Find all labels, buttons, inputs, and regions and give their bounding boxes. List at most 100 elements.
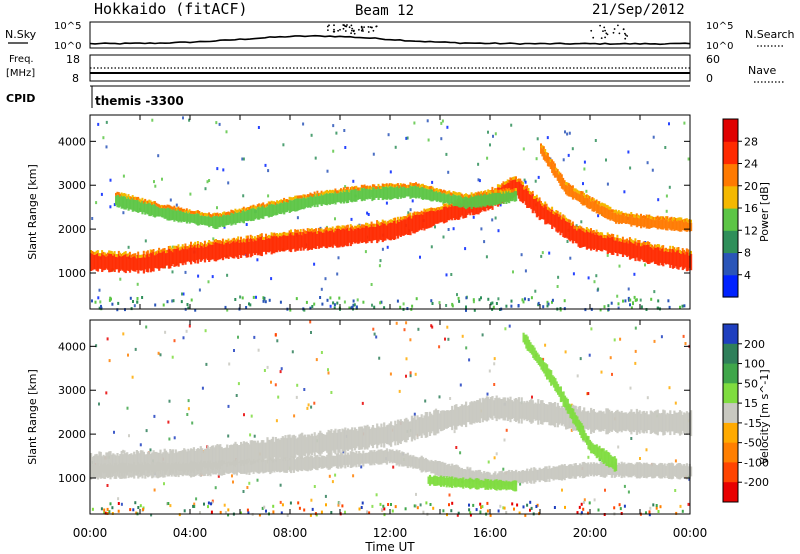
echo-fringe [102, 251, 105, 255]
echo-band-late [567, 186, 570, 197]
echo-band-low [446, 464, 450, 478]
echo-band-main [135, 450, 138, 476]
echo-band-main [631, 243, 634, 258]
echo-speckle [198, 288, 201, 292]
nsearch-dot [361, 28, 364, 31]
echo-band-late [584, 198, 587, 206]
echo-band-low [263, 459, 266, 473]
near-range-echo [667, 299, 670, 303]
beam-label: Beam 12 [355, 3, 414, 19]
echo-band-main [249, 440, 252, 465]
echo-band-low [573, 463, 576, 479]
echo-fringe [573, 225, 576, 229]
echo-band-low [580, 464, 583, 476]
echo-band-low [146, 463, 150, 478]
echo-band-low [196, 463, 200, 475]
echo-fringe [423, 185, 426, 189]
echo-fringe [292, 197, 295, 200]
echo-fringe [567, 183, 570, 187]
echo-fringe [685, 218, 688, 222]
echo-band-main [244, 242, 247, 255]
echo-band-low [267, 459, 270, 473]
echo-speckle [520, 253, 523, 257]
echo-fringe [117, 250, 120, 254]
nsearch-dot [353, 32, 356, 35]
echo-band-main [267, 439, 270, 461]
echo-speckle [668, 122, 670, 126]
echo-band-upper [491, 192, 494, 207]
echo-band-main [408, 216, 411, 235]
echo-fringe [687, 219, 690, 223]
date-label: 21/Sep/2012 [592, 2, 685, 18]
echo-band-main [681, 251, 684, 271]
echo-fringe [553, 163, 556, 167]
echo-band-main [281, 436, 284, 461]
echo-band-main [237, 239, 240, 259]
echo-band-main [244, 442, 247, 465]
echo-fringe [556, 210, 559, 214]
echo-fringe [177, 206, 180, 210]
echo-band-low [159, 462, 162, 478]
near-range-echo [103, 508, 106, 512]
near-range-echo [211, 501, 214, 505]
echo-speckle [483, 240, 486, 244]
echo-band-main [517, 181, 520, 199]
nsearch-dot [333, 30, 336, 33]
nsky-tick-bottom: 10^0 [54, 41, 81, 52]
near-range-echo [553, 506, 556, 509]
echo-band-main [633, 243, 636, 259]
echo-fringe [116, 254, 119, 258]
echo-fringe [115, 192, 117, 196]
echo-speckle [508, 324, 511, 328]
colorbar-tick-label: 16 [744, 202, 758, 215]
echo-band-green-streak [566, 398, 569, 414]
echo-speckle [332, 124, 335, 128]
echo-fringe [519, 178, 522, 182]
echo-band-main [613, 412, 616, 431]
echo-band-green-low [445, 476, 448, 488]
echo-band-upper [169, 208, 172, 221]
echo-band-upper [460, 196, 463, 208]
near-range-echo [411, 304, 414, 308]
echo-band-upper [288, 199, 291, 213]
echo-band-main [202, 450, 205, 467]
echo-band-low [303, 456, 307, 471]
echo-speckle [352, 474, 355, 478]
echo-fringe [591, 230, 594, 234]
echo-band-late [646, 217, 650, 229]
echo-band-late [656, 218, 659, 230]
echo-fringe [206, 242, 209, 246]
echo-speckle [237, 382, 240, 386]
echo-band-main [313, 232, 316, 249]
echo-band-low [384, 450, 387, 464]
echo-band-low [251, 461, 254, 472]
near-range-echo [442, 509, 445, 513]
echo-band-low [685, 463, 688, 480]
echo-speckle [344, 146, 347, 149]
echo-band-main [148, 256, 151, 269]
echo-band-main [387, 223, 390, 240]
echo-band-main [505, 400, 508, 418]
echo-band-low [91, 464, 94, 479]
echo-fringe [541, 145, 544, 149]
echo-speckle [653, 339, 656, 343]
echo-fringe [126, 253, 129, 257]
colorbar-tick-label: -15 [744, 417, 762, 430]
echo-band-upper [142, 203, 145, 213]
echo-speckle [426, 119, 429, 123]
echo-speckle [154, 184, 157, 188]
echo-band-main [524, 402, 527, 420]
echo-band-main [442, 410, 445, 430]
echo-speckle [164, 330, 167, 334]
echo-fringe [335, 225, 338, 229]
echo-fringe [174, 245, 177, 249]
echo-speckle [417, 327, 420, 331]
echo-band-upper [238, 211, 241, 224]
echo-band-main [270, 438, 273, 461]
echo-band-low [126, 465, 129, 476]
echo-band-main [120, 257, 123, 270]
echo-speckle [649, 506, 652, 510]
echo-band-main [578, 228, 582, 248]
echo-band-late [666, 219, 669, 231]
echo-band-main [441, 209, 444, 222]
